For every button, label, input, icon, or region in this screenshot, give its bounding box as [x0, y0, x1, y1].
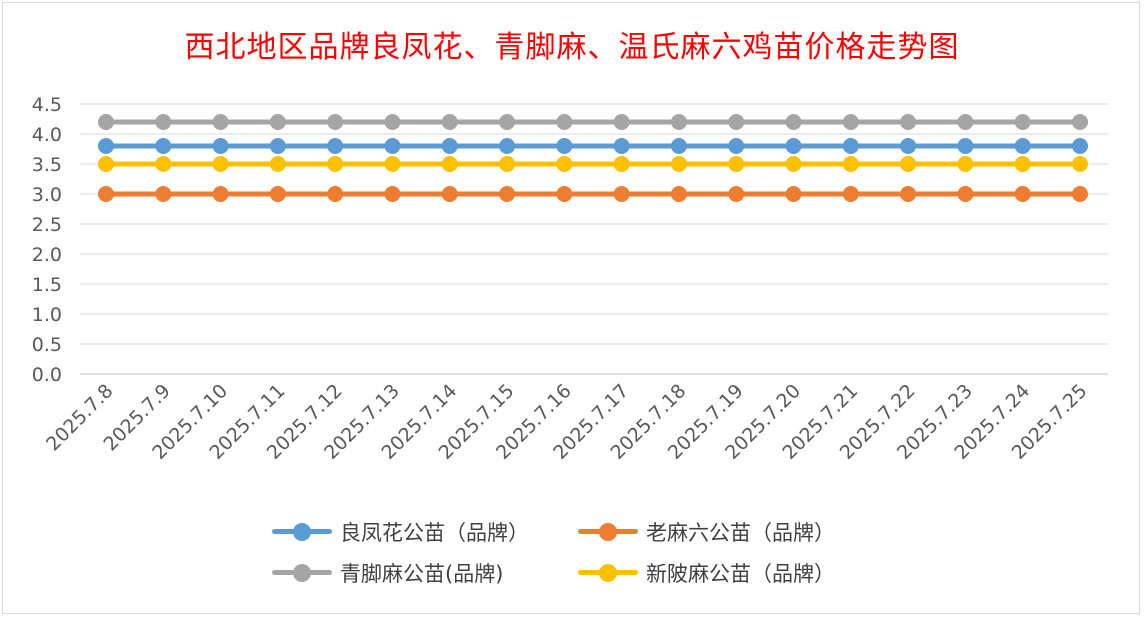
x-axis-tick-labels: 2025.7.82025.7.92025.7.102025.7.112025.7… [42, 380, 1091, 464]
chart-title: 西北地区品牌良凤花、青脚麻、温氏麻六鸡苗价格走势图 [184, 30, 960, 65]
data-point [1072, 138, 1088, 154]
data-point [613, 156, 630, 172]
data-point [670, 138, 687, 154]
data-point [900, 114, 917, 130]
data-point [1014, 114, 1031, 130]
data-point [384, 186, 401, 202]
data-point [785, 156, 802, 172]
data-point [98, 156, 114, 172]
y-tick-label: 3.5 [32, 154, 62, 176]
data-point [670, 186, 687, 202]
data-point [212, 156, 229, 172]
data-point [441, 138, 458, 154]
data-point [1072, 156, 1088, 172]
data-point [728, 156, 745, 172]
data-point [556, 186, 573, 202]
y-tick-label: 2.0 [32, 244, 62, 266]
y-tick-label: 4.5 [32, 94, 62, 116]
data-point [957, 186, 974, 202]
data-point [441, 114, 458, 130]
y-tick-label: 0.0 [32, 364, 62, 386]
data-point [1072, 114, 1088, 130]
data-point [155, 186, 172, 202]
data-point [212, 186, 229, 202]
data-point [728, 186, 745, 202]
data-point [1014, 156, 1031, 172]
data-point [327, 186, 344, 202]
data-point [957, 156, 974, 172]
data-point [613, 114, 630, 130]
y-tick-label: 0.5 [32, 334, 62, 356]
data-point [499, 114, 516, 130]
y-tick-label: 1.5 [32, 274, 62, 296]
y-tick-label: 4.0 [32, 124, 62, 146]
data-point [499, 156, 516, 172]
data-point [842, 186, 859, 202]
y-axis-tick-labels: 0.0 0.5 1.0 1.5 2.0 2.5 3.0 3.5 4.0 4.5 [32, 94, 62, 386]
y-tick-label: 3.0 [32, 184, 62, 206]
data-point [556, 114, 573, 130]
data-point [98, 138, 114, 154]
data-point [212, 114, 229, 130]
data-point [441, 156, 458, 172]
y-tick-label: 2.5 [32, 214, 62, 236]
data-point [499, 138, 516, 154]
data-point [670, 156, 687, 172]
data-point [957, 138, 974, 154]
data-point [900, 186, 917, 202]
data-point [384, 114, 401, 130]
data-point [327, 156, 344, 172]
data-point [269, 186, 286, 202]
data-point [269, 114, 286, 130]
y-tick-label: 1.0 [32, 304, 62, 326]
data-point [670, 114, 687, 130]
data-point [1014, 138, 1031, 154]
series-points [98, 114, 1088, 202]
data-point [957, 114, 974, 130]
data-point [269, 138, 286, 154]
data-point [842, 156, 859, 172]
data-point [613, 138, 630, 154]
data-point [842, 114, 859, 130]
data-point [785, 114, 802, 130]
data-point [728, 138, 745, 154]
data-point [842, 138, 859, 154]
data-point [155, 156, 172, 172]
data-point [269, 156, 286, 172]
data-point [327, 114, 344, 130]
series-lines [103, 119, 1083, 197]
data-point [155, 114, 172, 130]
data-point [384, 156, 401, 172]
data-point [900, 156, 917, 172]
data-point [613, 186, 630, 202]
data-point [556, 138, 573, 154]
data-point [900, 138, 917, 154]
data-point [728, 114, 745, 130]
data-point [327, 138, 344, 154]
data-point [1072, 186, 1088, 202]
data-point [155, 138, 172, 154]
data-point [384, 138, 401, 154]
data-point [556, 156, 573, 172]
data-point [1014, 186, 1031, 202]
data-point [785, 186, 802, 202]
data-point [499, 186, 516, 202]
data-point [98, 114, 114, 130]
data-point [212, 138, 229, 154]
data-point [98, 186, 114, 202]
data-point [441, 186, 458, 202]
data-point [785, 138, 802, 154]
